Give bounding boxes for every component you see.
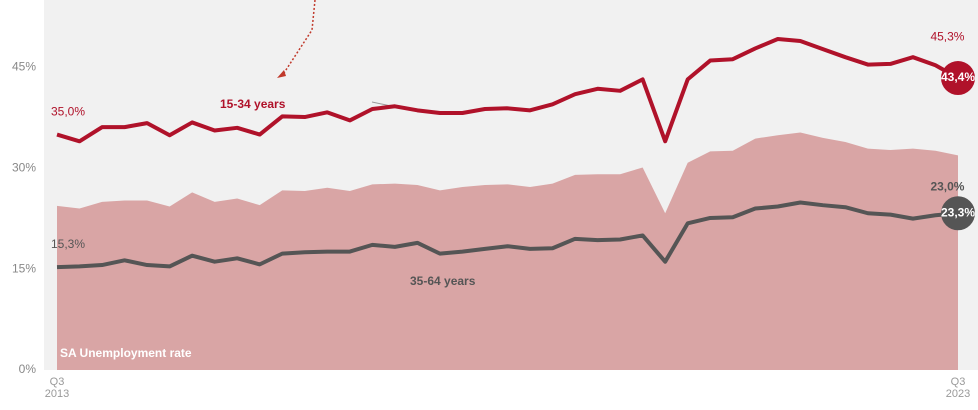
- y-tick-label: 15%: [12, 261, 36, 275]
- line: [56, 37, 959, 144]
- line: [56, 200, 959, 270]
- pointer-arrow-head: [277, 70, 286, 78]
- y-tick-label: 0%: [19, 362, 37, 376]
- data-label: 15,3%: [51, 237, 85, 251]
- x-tick-label: Q3 2013: [44, 376, 70, 400]
- data-label: 23,0%: [930, 179, 964, 193]
- y-tick-label: 30%: [12, 160, 36, 174]
- data-label: 35,0%: [51, 105, 85, 119]
- area: [57, 132, 958, 370]
- end-marker: [941, 61, 975, 96]
- area-label: SA Unemployment rate: [60, 346, 192, 360]
- y-tick-label: 45%: [12, 59, 36, 73]
- data-label: 45,3%: [930, 29, 964, 43]
- data-label: 43,4%: [941, 70, 975, 84]
- data-label: 23,3%: [941, 205, 975, 219]
- series-label: 15-34 years: [220, 97, 286, 111]
- x-tick-label: Q3 2023: [945, 376, 971, 400]
- series-label: 35-64 years: [410, 274, 476, 288]
- end-marker: [941, 196, 975, 231]
